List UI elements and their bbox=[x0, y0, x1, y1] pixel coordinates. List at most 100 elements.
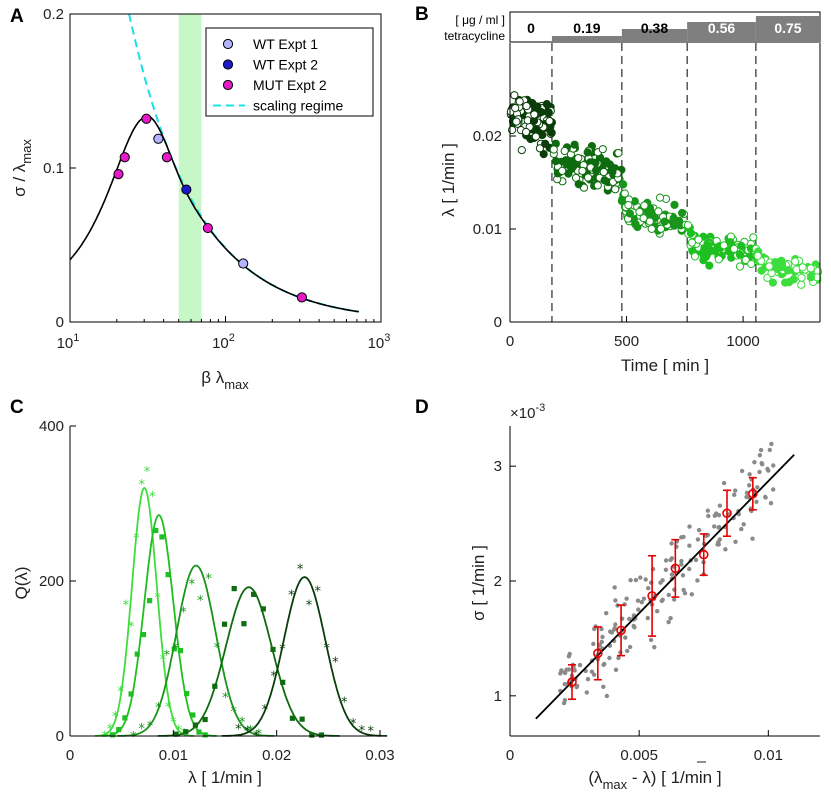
scatter-point bbox=[602, 661, 607, 667]
growth-rate-point bbox=[687, 238, 697, 247]
data-point-wt-expt-2-0 bbox=[181, 184, 192, 195]
scatter-point bbox=[705, 508, 710, 513]
growth-rate-point bbox=[532, 125, 541, 134]
histogram-marker-0.19 bbox=[260, 606, 266, 612]
histogram-marker-0.56 bbox=[171, 646, 177, 652]
panel-label-a: A bbox=[10, 6, 24, 27]
growth-rate-point bbox=[510, 91, 519, 100]
scatter-point bbox=[747, 483, 752, 488]
y-tick-label: 0.1 bbox=[43, 160, 64, 177]
y-tick-label: 0.02 bbox=[473, 128, 502, 145]
growth-rate-point bbox=[542, 100, 551, 109]
growth-rate-point bbox=[539, 150, 548, 159]
scatter-point bbox=[668, 616, 673, 621]
growth-rate-point bbox=[570, 140, 579, 149]
growth-rate-point bbox=[584, 173, 593, 182]
growth-rate-point bbox=[530, 110, 539, 119]
scatter-point bbox=[591, 641, 596, 647]
data-point-mut-expt-2-5 bbox=[296, 292, 308, 303]
growth-rate-point bbox=[531, 132, 541, 141]
growth-rate-point bbox=[798, 263, 807, 272]
growth-rate-point bbox=[730, 244, 739, 253]
scatter-point bbox=[716, 513, 722, 518]
data-point-mut-expt-2-2 bbox=[141, 113, 152, 124]
histogram-marker-0.75: * bbox=[101, 729, 108, 744]
scatter-point bbox=[625, 648, 630, 654]
histogram-marker-0.56 bbox=[122, 715, 128, 721]
scatter-point bbox=[613, 598, 618, 603]
histogram-marker-0: * bbox=[367, 725, 374, 740]
scatter-point bbox=[717, 537, 722, 542]
scatter-point bbox=[693, 557, 699, 563]
y-tick-label: 0 bbox=[494, 314, 502, 331]
histogram-marker-0.38: * bbox=[172, 642, 179, 657]
growth-rate-point bbox=[511, 104, 520, 113]
histogram-marker-0.75: * bbox=[139, 478, 146, 493]
scatter-point bbox=[624, 596, 629, 601]
growth-rate-point bbox=[561, 156, 571, 165]
growth-rate-point bbox=[512, 117, 521, 126]
y-tick-label: 400 bbox=[39, 418, 64, 435]
data-point-mut-expt-2-0 bbox=[113, 169, 124, 180]
y-tick-label: 1 bbox=[494, 688, 502, 705]
histogram-marker-0.75: * bbox=[165, 700, 172, 715]
drug-units: [ μg / ml ] bbox=[455, 13, 505, 27]
binned-mean-point bbox=[748, 488, 758, 499]
growth-rate-point bbox=[549, 145, 558, 154]
histogram-marker-0.19 bbox=[280, 679, 286, 685]
scatter-point bbox=[669, 541, 674, 546]
panel-label-d: D bbox=[415, 397, 429, 418]
growth-rate-point bbox=[806, 273, 816, 282]
growth-rate-point bbox=[741, 255, 750, 265]
histogram-marker-0.75: * bbox=[128, 620, 135, 635]
x-axis-label: Time [ min ] bbox=[621, 356, 709, 375]
y-tick-label: 0.2 bbox=[43, 6, 64, 23]
scatter-point bbox=[646, 586, 651, 591]
scatter-point bbox=[666, 592, 671, 598]
growth-rate-point bbox=[660, 217, 669, 226]
scatter-point bbox=[682, 591, 688, 596]
growth-rate-point bbox=[768, 278, 778, 287]
scatter-point bbox=[562, 670, 567, 675]
growth-rate-point bbox=[694, 235, 703, 244]
concentration-step bbox=[621, 29, 688, 42]
x-tick-label: 0.02 bbox=[262, 747, 291, 764]
histogram-marker-0.56 bbox=[134, 651, 140, 657]
scatter-point bbox=[652, 645, 657, 650]
scatter-point bbox=[562, 682, 567, 687]
x-tick-label: 1000 bbox=[726, 333, 759, 350]
growth-rate-point bbox=[625, 209, 635, 218]
growth-rate-point bbox=[735, 250, 745, 259]
growth-rate-point bbox=[619, 180, 628, 189]
histogram-marker-0: * bbox=[341, 695, 348, 710]
scatter-point bbox=[681, 587, 686, 593]
growth-rate-point bbox=[517, 146, 526, 155]
growth-rate-point bbox=[704, 241, 713, 250]
growth-rate-point bbox=[522, 101, 531, 111]
growth-rate-point bbox=[547, 128, 556, 137]
scatter-point bbox=[574, 684, 579, 690]
growth-rate-point bbox=[541, 139, 550, 148]
histogram-marker-0.56 bbox=[109, 732, 116, 738]
scatter-point bbox=[754, 499, 759, 504]
histogram-marker-0: * bbox=[235, 723, 242, 738]
binned-mean-point bbox=[722, 508, 732, 519]
growth-rate-point bbox=[600, 176, 609, 185]
growth-rate-point bbox=[574, 154, 583, 163]
histogram-marker-0.56 bbox=[177, 647, 184, 654]
binned-mean-point bbox=[647, 591, 657, 601]
scatter-point bbox=[716, 525, 721, 530]
concentration-label: 0 bbox=[527, 20, 535, 36]
growth-rate-point bbox=[789, 275, 798, 284]
scatter-point bbox=[604, 611, 609, 616]
binned-mean-point bbox=[616, 625, 626, 636]
scatter-point bbox=[562, 698, 568, 703]
growth-rate-point bbox=[583, 148, 592, 157]
growth-rate-point bbox=[614, 148, 623, 158]
histogram-marker-0.38: * bbox=[180, 606, 187, 621]
histogram-marker-0.56 bbox=[140, 631, 147, 638]
fit-curve-0.75 bbox=[94, 486, 194, 737]
growth-rate-point bbox=[671, 218, 680, 227]
histogram-marker-0.19 bbox=[318, 732, 325, 738]
scatter-point bbox=[769, 441, 774, 447]
